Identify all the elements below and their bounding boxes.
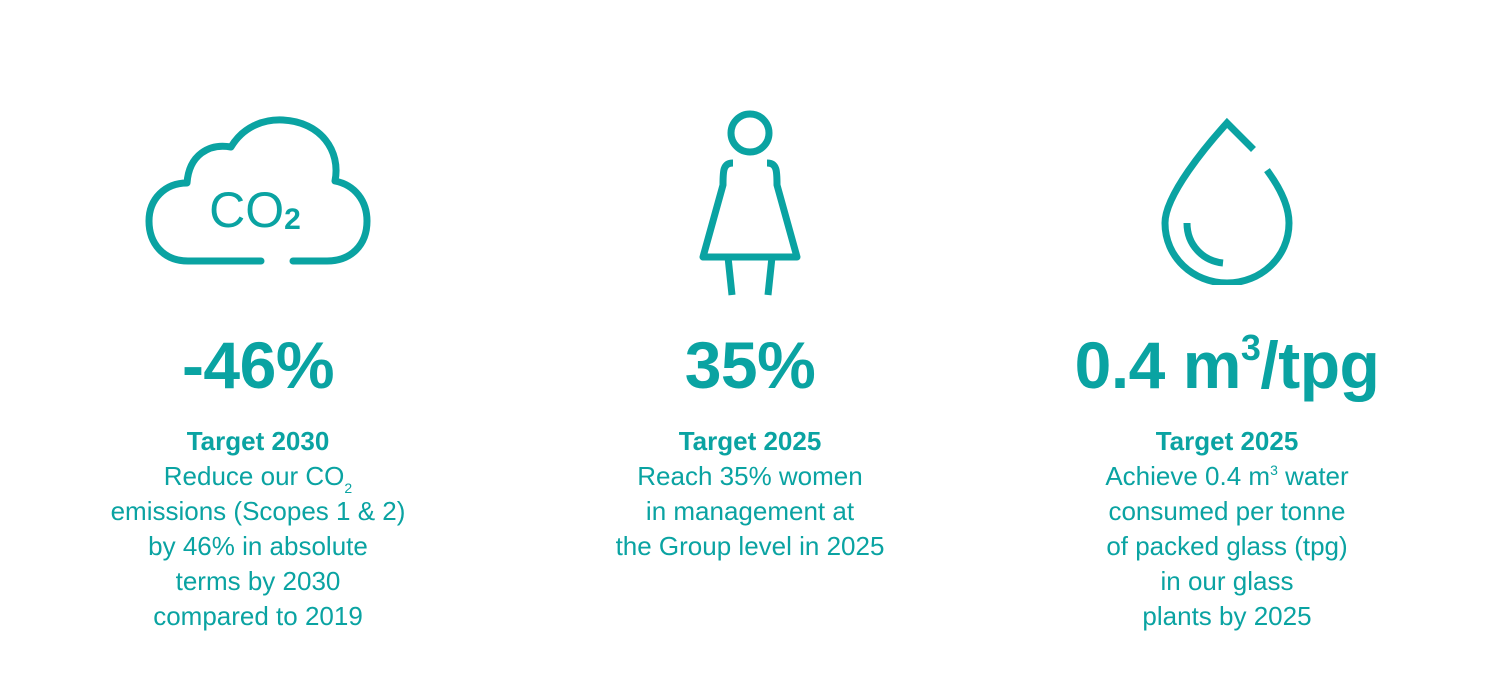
water-desc-line-3: of packed glass (tpg) (1106, 531, 1348, 561)
co2-target-year: Target 2030 (186, 426, 330, 456)
co2-desc-line-2: emissions (Scopes 1 & 2) (110, 496, 406, 526)
women-desc-line-3: the Group level in 2025 (615, 531, 885, 561)
water-target-card: 0.4 m3/tpg Target 2025 Achieve 0.4 m3 wa… (1027, 0, 1427, 700)
water-desc-line-2: consumed per tonne (1108, 496, 1346, 526)
women-desc-line-1: Reach 35% women (637, 461, 863, 491)
water-desc-line-5: plants by 2025 (1142, 601, 1312, 631)
svg-text:CO2: CO2 (209, 182, 301, 238)
water-drop-icon (1027, 105, 1427, 305)
women-target-year: Target 2025 (678, 426, 822, 456)
water-desc-line-4: in our glass (1160, 566, 1294, 596)
co2-cloud-icon: CO2 (58, 105, 458, 305)
water-description: Achieve 0.4 m3 water consumed per tonne … (1027, 459, 1427, 634)
co2-desc-line-5: compared to 2019 (153, 601, 363, 631)
water-desc-line-1: Achieve 0.4 m3 water (1105, 461, 1349, 491)
women-desc-line-2: in management at (645, 496, 855, 526)
co2-description: Reduce our CO2 emissions (Scopes 1 & 2) … (58, 459, 458, 634)
water-metric: 0.4 m3/tpg (1074, 327, 1380, 402)
co2-target-card: CO2 -46% Target 2030 Reduce our CO2 emis… (58, 0, 458, 700)
co2-desc-line-1: Reduce our CO2 (163, 461, 353, 496)
co2-desc-line-3: by 46% in absolute (148, 531, 368, 561)
woman-icon (550, 105, 950, 305)
co2-metric: -46% (181, 328, 335, 402)
women-target-card: 35% Target 2025 Reach 35% women in manag… (550, 0, 950, 700)
women-description: Reach 35% women in management at the Gro… (550, 459, 950, 564)
women-metric: 35% (684, 328, 816, 402)
water-target-year: Target 2025 (1155, 426, 1299, 456)
co2-desc-line-4: terms by 2030 (175, 566, 341, 596)
